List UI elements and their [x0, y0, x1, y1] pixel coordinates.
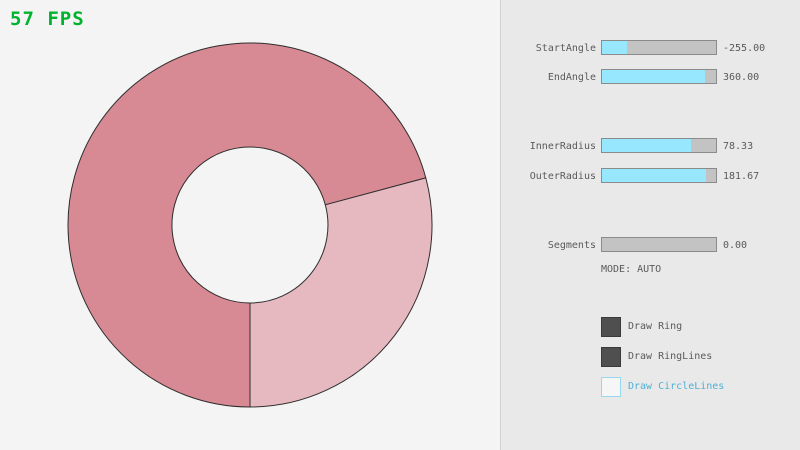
checkbox-box[interactable] [601, 317, 621, 337]
slider-row-end-angle: EndAngle 360.00 [501, 69, 800, 85]
checkbox-label: Draw CircleLines [628, 381, 725, 392]
slider-label: InnerRadius [529, 141, 596, 152]
ring-chart [67, 42, 433, 408]
fps-counter: 57 FPS [10, 8, 85, 30]
slider-row-start-angle: StartAngle -255.00 [501, 40, 800, 56]
checkbox-box[interactable] [601, 377, 621, 397]
slider-row-segments: Segments 0.00 [501, 237, 800, 253]
slider-fill [602, 169, 706, 182]
checkbox-label: Draw RingLines [628, 351, 713, 362]
slider-label: OuterRadius [529, 171, 596, 182]
checkbox-label: Draw Ring [628, 321, 683, 332]
slider-row-inner-radius: InnerRadius 78.33 [501, 138, 800, 154]
segments-slider[interactable] [601, 237, 717, 252]
ring-sector-dark [67, 42, 427, 408]
ring-sector-light [249, 177, 433, 408]
checkbox-box[interactable] [601, 347, 621, 367]
slider-fill [602, 41, 628, 54]
side-panel: StartAngle -255.00 EndAngle 360.00 Inner… [500, 0, 800, 450]
slider-label: StartAngle [535, 43, 596, 54]
end-angle-slider[interactable] [601, 69, 717, 84]
slider-label: Segments [547, 240, 596, 251]
mode-label: MODE: AUTO [601, 264, 662, 275]
slider-label: EndAngle [547, 72, 596, 83]
slider-row-outer-radius: OuterRadius 181.67 [501, 168, 800, 184]
outer-radius-slider[interactable] [601, 168, 717, 183]
start-angle-slider[interactable] [601, 40, 717, 55]
slider-value: 0.00 [723, 240, 748, 251]
slider-value: -255.00 [723, 43, 766, 54]
inner-radius-slider[interactable] [601, 138, 717, 153]
slider-value: 181.67 [723, 171, 760, 182]
slider-fill [602, 139, 691, 152]
slider-value: 78.33 [723, 141, 754, 152]
slider-fill [602, 70, 705, 83]
slider-value: 360.00 [723, 72, 760, 83]
